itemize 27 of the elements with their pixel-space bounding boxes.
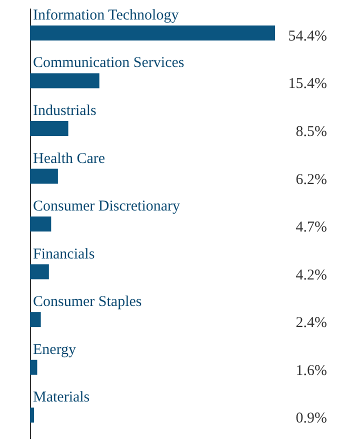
- bar: [30, 264, 49, 280]
- bar: [30, 312, 41, 328]
- data-label: 0.9%: [296, 410, 328, 427]
- bar: [30, 73, 100, 88]
- data-label: 2.4%: [296, 315, 328, 332]
- data-label: 54.4%: [288, 28, 328, 44]
- y-tick-label: Materials: [33, 390, 90, 406]
- y-tick-label: Energy: [33, 342, 77, 358]
- y-tick-label: Consumer Discretionary: [33, 198, 181, 215]
- data-label: 4.2%: [296, 267, 328, 284]
- y-tick-label: Industrials: [33, 102, 96, 119]
- bar: [30, 216, 52, 232]
- data-label: 8.5%: [296, 124, 328, 140]
- data-label: 6.2%: [296, 172, 328, 188]
- bar: [30, 168, 58, 184]
- bar: [30, 25, 275, 40]
- y-tick-label: Financials: [33, 246, 95, 262]
- data-label: 4.7%: [296, 220, 328, 236]
- data-label: 1.6%: [296, 362, 328, 379]
- y-tick-label: Information Technology: [33, 7, 180, 24]
- y-tick-label: Health Care: [33, 150, 106, 167]
- y-tick-label: Consumer Staples: [33, 294, 142, 310]
- bar: [30, 360, 38, 375]
- bar: [30, 120, 68, 136]
- data-label: 15.4%: [288, 76, 328, 92]
- y-tick-label: Communication Services: [33, 55, 184, 72]
- bar: [30, 408, 34, 423]
